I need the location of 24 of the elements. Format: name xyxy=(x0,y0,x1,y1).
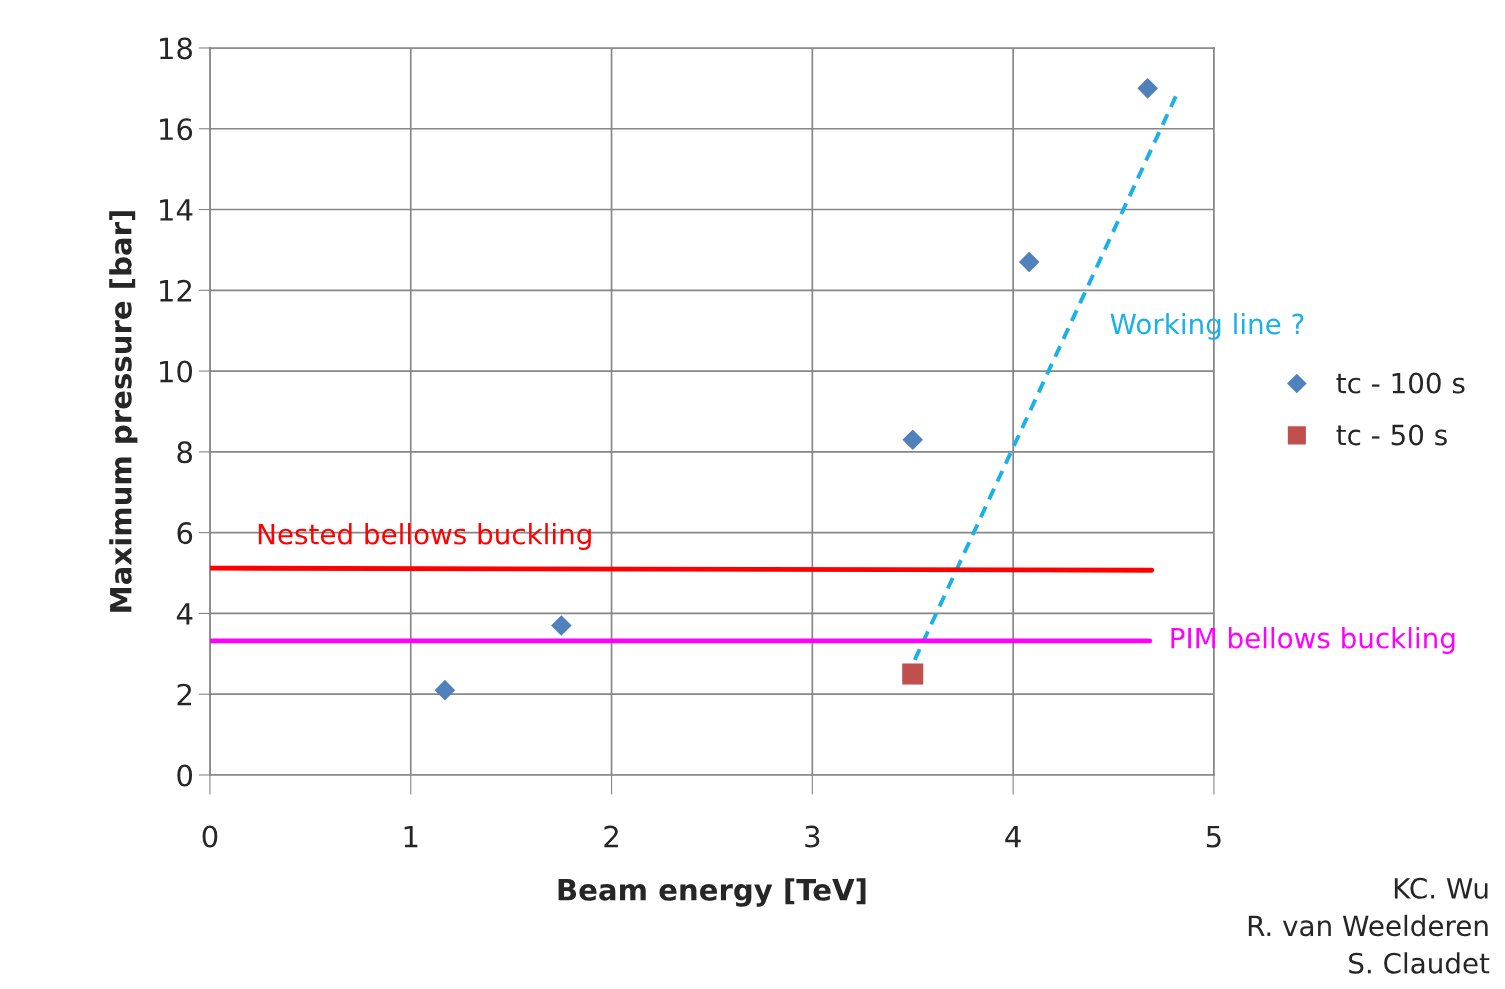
x-tick-label: 2 xyxy=(604,825,618,848)
y-tick-label: 16 xyxy=(160,118,193,141)
x-axis-title: Beam energy [TeV] xyxy=(558,878,866,907)
y-tick-label: 18 xyxy=(160,37,192,60)
text: KC. Wu R. van Weelderen S. Claudet xyxy=(1248,877,1490,974)
legend-label: tc - 100 s xyxy=(1336,372,1465,394)
x-tick-label: 5 xyxy=(1206,825,1221,848)
y-tick-label: 6 xyxy=(177,522,193,545)
y-tick-label: 2 xyxy=(177,683,192,706)
y-tick-label: 12 xyxy=(160,279,192,302)
legend-label: tc - 50 s xyxy=(1336,424,1447,446)
annotation: PIM bellows buckling xyxy=(1171,627,1455,654)
annotation: Nested bellows buckling xyxy=(258,523,591,550)
y-tick-label: 14 xyxy=(160,199,193,221)
y-tick-label: 4 xyxy=(176,603,193,625)
x-tick-label: 4 xyxy=(1005,825,1021,848)
y-axis-title: Maximum pressure [bar] xyxy=(109,211,138,612)
x-tick-label: 1 xyxy=(404,825,418,848)
y-tick-label: 10 xyxy=(160,360,193,383)
x-tick-label: 3 xyxy=(805,825,820,848)
x-tick-label: 0 xyxy=(202,825,218,848)
y-tick-label: 8 xyxy=(177,441,192,464)
y-tick-label: 0 xyxy=(177,764,193,787)
annotation: Working line ? xyxy=(1110,312,1304,340)
